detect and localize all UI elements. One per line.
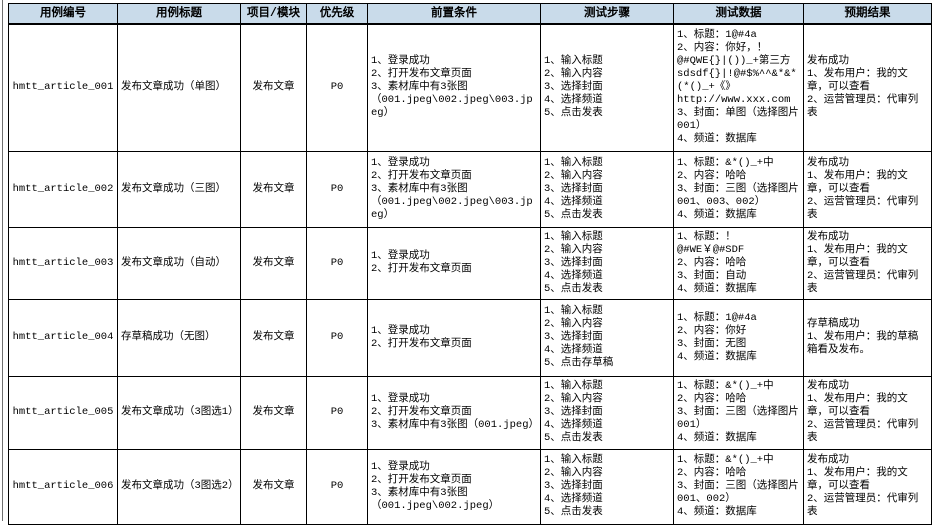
header-module[interactable]: 项目/模块 xyxy=(240,3,307,25)
table-row-002: hmtt_article_002 发布文章成功（三图） 发布文章 P0 1、登录… xyxy=(8,150,932,228)
cell-001-data[interactable]: 1、标题：1@#4a 2、内容：你好，！@#QWE{}|())_+第三方sdsd… xyxy=(673,23,804,152)
cell-003-module[interactable]: 发布文章 xyxy=(240,226,307,300)
cell-006-steps[interactable]: 1、输入标题 2、输入内容 3、选择封面 4、选择频道 5、点击发表 xyxy=(540,448,674,525)
cell-005-id[interactable]: hmtt_article_005 xyxy=(8,375,118,450)
cell-002-id[interactable]: hmtt_article_002 xyxy=(8,150,118,228)
cell-003-data[interactable]: 1、标题：！@#WE￥@#SDF 2、内容：哈哈 3、封面：自动 4、频道：数据… xyxy=(673,226,804,300)
cell-001-priority[interactable]: P0 xyxy=(306,23,368,152)
cell-001-title[interactable]: 发布文章成功（单图） xyxy=(117,23,241,152)
test-case-table: 用例编号 用例标题 项目/模块 优先级 前置条件 测试步骤 测试数据 预期结果 … xyxy=(8,3,932,525)
cell-001-steps[interactable]: 1、输入标题 2、输入内容 3、选择封面 4、选择频道 5、点击发表 xyxy=(540,23,674,152)
cell-001-expected[interactable]: 发布成功 1、发布用户：我的文章，可以查看 2、运营管理员：代审列表 xyxy=(803,23,932,152)
cell-005-data[interactable]: 1、标题：&*()_+中 2、内容：哈哈 3、封面：三图（选择图片001） 4、… xyxy=(673,375,804,450)
cell-006-precondition[interactable]: 1、登录成功 2、打开发布文章页面 3、素材库中有3张图（001.jpeg\00… xyxy=(367,448,541,525)
cell-001-precondition[interactable]: 1、登录成功 2、打开发布文章页面 3、素材库中有3张图（001.jpeg\00… xyxy=(367,23,541,152)
cell-002-priority[interactable]: P0 xyxy=(306,150,368,228)
cell-005-expected[interactable]: 发布成功 1、发布用户：我的文章，可以查看 2、运营管理员：代审列表 xyxy=(803,375,932,450)
cell-004-precondition[interactable]: 1、登录成功 2、打开发布文章页面 xyxy=(367,298,541,377)
table-row-004: hmtt_article_004 存草稿成功（无图） 发布文章 P0 1、登录成… xyxy=(8,298,932,377)
header-row: 用例编号 用例标题 项目/模块 优先级 前置条件 测试步骤 测试数据 预期结果 xyxy=(8,3,932,25)
cell-004-id[interactable]: hmtt_article_004 xyxy=(8,298,118,377)
cell-002-module[interactable]: 发布文章 xyxy=(240,150,307,228)
header-priority[interactable]: 优先级 xyxy=(306,3,368,25)
cell-001-module[interactable]: 发布文章 xyxy=(240,23,307,152)
header-case-title[interactable]: 用例标题 xyxy=(117,3,241,25)
cell-006-expected[interactable]: 发布成功 1、发布用户：我的文章，可以查看 2、运营管理员：代审列表 xyxy=(803,448,932,525)
cell-005-title[interactable]: 发布文章成功（3图选1） xyxy=(117,375,241,450)
cell-005-module[interactable]: 发布文章 xyxy=(240,375,307,450)
cell-004-priority[interactable]: P0 xyxy=(306,298,368,377)
cell-004-title[interactable]: 存草稿成功（无图） xyxy=(117,298,241,377)
cell-002-steps[interactable]: 1、输入标题 2、输入内容 3、选择封面 4、选择频道 5、点击发表 xyxy=(540,150,674,228)
cell-004-steps[interactable]: 1、输入标题 2、输入内容 3、选择封面 4、选择频道 5、点击存草稿 xyxy=(540,298,674,377)
cell-006-module[interactable]: 发布文章 xyxy=(240,448,307,525)
header-case-id[interactable]: 用例编号 xyxy=(8,3,118,25)
header-expected[interactable]: 预期结果 xyxy=(803,3,932,25)
cell-006-title[interactable]: 发布文章成功（3图选2） xyxy=(117,448,241,525)
header-precondition[interactable]: 前置条件 xyxy=(367,3,541,25)
table-row-001: hmtt_article_001 发布文章成功（单图） 发布文章 P0 1、登录… xyxy=(8,23,932,152)
cell-002-expected[interactable]: 发布成功 1、发布用户：我的文章，可以查看 2、运营管理员：代审列表 xyxy=(803,150,932,228)
cell-001-id[interactable]: hmtt_article_001 xyxy=(8,23,118,152)
cell-003-expected[interactable]: 发布成功 1、发布用户：我的文章，可以查看 2、运营管理员：代审列表 xyxy=(803,226,932,300)
cell-006-data[interactable]: 1、标题：&*()_+中 2、内容：哈哈 3、封面：三图（选择图片001、002… xyxy=(673,448,804,525)
cell-003-steps[interactable]: 1、输入标题 2、输入内容 3、选择封面 4、选择频道 5、点击发表 xyxy=(540,226,674,300)
cell-003-priority[interactable]: P0 xyxy=(306,226,368,300)
cell-005-priority[interactable]: P0 xyxy=(306,375,368,450)
cell-002-precondition[interactable]: 1、登录成功 2、打开发布文章页面 3、素材库中有3张图（001.jpeg\00… xyxy=(367,150,541,228)
cell-003-title[interactable]: 发布文章成功（自动） xyxy=(117,226,241,300)
cell-006-id[interactable]: hmtt_article_006 xyxy=(8,448,118,525)
table-row-006: hmtt_article_006 发布文章成功（3图选2） 发布文章 P0 1、… xyxy=(8,448,932,525)
cell-005-precondition[interactable]: 1、登录成功 2、打开发布文章页面 3、素材库中有3张图（001.jpeg） xyxy=(367,375,541,450)
table-row-003: hmtt_article_003 发布文章成功（自动） 发布文章 P0 1、登录… xyxy=(8,226,932,300)
cell-002-data[interactable]: 1、标题：&*()_+中 2、内容：哈哈 3、封面：三图（选择图片001、003… xyxy=(673,150,804,228)
left-gridline xyxy=(2,0,3,521)
cell-003-id[interactable]: hmtt_article_003 xyxy=(8,226,118,300)
cell-003-precondition[interactable]: 1、登录成功 2、打开发布文章页面 xyxy=(367,226,541,300)
table-row-005: hmtt_article_005 发布文章成功（3图选1） 发布文章 P0 1、… xyxy=(8,375,932,450)
cell-005-steps[interactable]: 1、输入标题 2、输入内容 3、选择封面 4、选择频道 5、点击发表 xyxy=(540,375,674,450)
cell-002-title[interactable]: 发布文章成功（三图） xyxy=(117,150,241,228)
header-steps[interactable]: 测试步骤 xyxy=(540,3,674,25)
header-test-data[interactable]: 测试数据 xyxy=(673,3,804,25)
cell-004-module[interactable]: 发布文章 xyxy=(240,298,307,377)
cell-004-expected[interactable]: 存草稿成功 1、发布用户：我的草稿箱看及发布。 xyxy=(803,298,932,377)
cell-006-priority[interactable]: P0 xyxy=(306,448,368,525)
cell-004-data[interactable]: 1、标题：1@#4a 2、内容：你好 3、封面：无图 4、频道：数据库 xyxy=(673,298,804,377)
